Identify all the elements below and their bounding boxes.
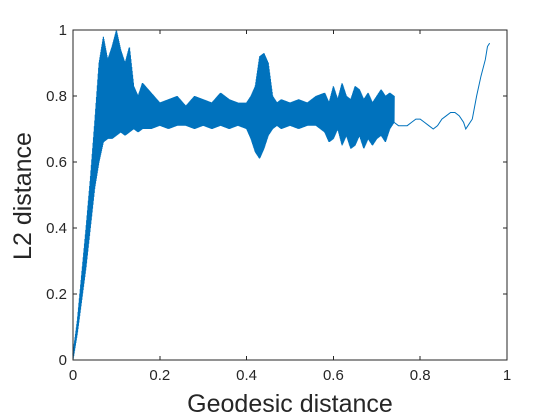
x-tick-label: 0	[69, 367, 77, 384]
series-trailing-line	[393, 42, 491, 131]
y-tick-label: 0.6	[46, 154, 67, 171]
plot-area	[72, 30, 491, 359]
y-tick-label: 0.8	[46, 88, 67, 105]
x-axis-title: Geodesic distance	[187, 390, 393, 418]
x-tick-label: 0.6	[323, 367, 344, 384]
ticks: 0 0.2 0.4 0.6 0.8 1 0 0.2 0.4 0.6 0.8 1	[46, 22, 511, 384]
axes	[72, 29, 508, 361]
y-tick-label: 0.2	[46, 286, 67, 303]
y-tick-label: 1	[59, 22, 67, 39]
series-oscillating-line	[72, 30, 395, 359]
x-tick-label: 1	[503, 367, 511, 384]
y-axis-title: L2 distance	[9, 132, 37, 260]
x-tick-label: 0.2	[149, 367, 170, 384]
x-tick-label: 0.8	[410, 367, 431, 384]
x-tick-label: 0.4	[236, 367, 257, 384]
y-tick-label: 0	[59, 352, 67, 369]
y-tick-label: 0.4	[46, 220, 67, 237]
axes-box	[72, 29, 508, 361]
